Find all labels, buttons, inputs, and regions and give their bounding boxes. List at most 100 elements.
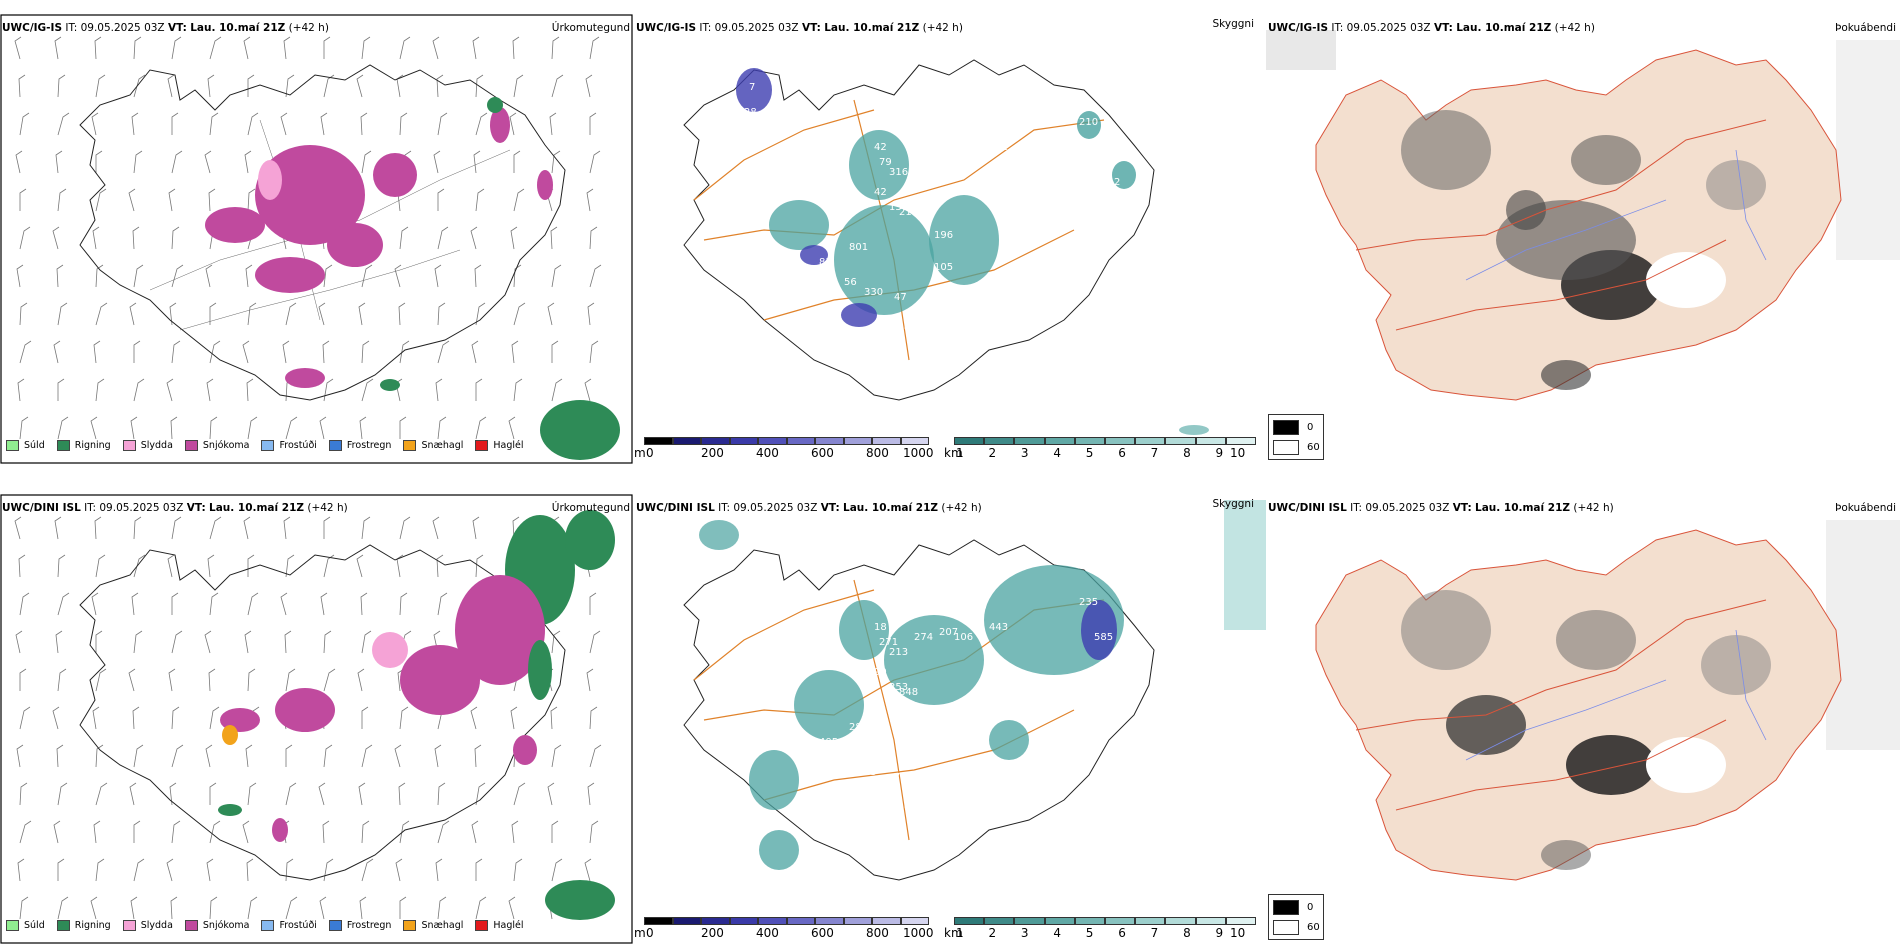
wind-barb bbox=[171, 264, 184, 288]
wind-barb bbox=[242, 820, 250, 844]
wind-barb bbox=[323, 630, 332, 654]
wind-barb bbox=[551, 264, 562, 288]
it-value: 09.05.2025 03Z bbox=[80, 22, 165, 34]
lead-time: (+42 h) bbox=[941, 502, 982, 514]
wind-barb bbox=[361, 706, 369, 729]
visibility-areas bbox=[736, 68, 1209, 435]
colorbar-tick: 1000 bbox=[903, 926, 934, 940]
visibility-value: 288 bbox=[1094, 152, 1113, 163]
wind-barb bbox=[57, 112, 70, 136]
wind-barb bbox=[361, 516, 371, 540]
lead-time: (+42 h) bbox=[922, 22, 963, 34]
visibility-value: 208 bbox=[954, 152, 973, 163]
wind-barb bbox=[589, 820, 599, 844]
it-label: IT: bbox=[1331, 22, 1344, 34]
wind-barb bbox=[53, 820, 61, 844]
wind-barb bbox=[285, 858, 294, 882]
wind-barb bbox=[551, 150, 561, 174]
wind-barb bbox=[171, 516, 182, 540]
wind-barb bbox=[589, 264, 602, 288]
wind-barb bbox=[319, 896, 327, 920]
visibility-value: 47 bbox=[894, 292, 907, 303]
wind-barb bbox=[54, 516, 62, 540]
wind-barb bbox=[547, 782, 555, 806]
vt-value: Lau. 10.maí 21Z bbox=[190, 22, 286, 34]
colorbar-tick: 5 bbox=[1085, 926, 1094, 940]
colorbar-tick: 2 bbox=[988, 446, 997, 460]
visibility-value: 106 bbox=[954, 632, 973, 643]
wind-barb bbox=[166, 378, 174, 402]
wind-barb bbox=[19, 896, 29, 920]
visibility-value: 847 bbox=[934, 710, 953, 721]
model-name: UWC/DINI ISL bbox=[2, 502, 81, 514]
wind-barb bbox=[280, 592, 288, 616]
precip-legend-item: Frostregn bbox=[328, 440, 391, 451]
wind-barb bbox=[95, 554, 106, 578]
wind-barb bbox=[243, 36, 251, 60]
wind-barb bbox=[132, 706, 140, 730]
wind-barb bbox=[90, 416, 98, 440]
wind-barb bbox=[52, 226, 60, 250]
vt-value: Lau. 10.maí 21Z bbox=[843, 502, 939, 514]
visibility-value: 28 bbox=[744, 107, 757, 118]
wind-barb bbox=[57, 554, 66, 578]
vt-value: Lau. 10.maí 21Z bbox=[824, 22, 920, 34]
model-name: UWC/IG-IS bbox=[2, 22, 63, 34]
wind-barb bbox=[551, 820, 559, 843]
wind-barb bbox=[319, 416, 327, 440]
it-value: 09.05.2025 03Z bbox=[99, 502, 184, 514]
wind-barb bbox=[14, 36, 22, 60]
wind-barb bbox=[589, 150, 601, 174]
wind-barb bbox=[587, 782, 595, 806]
wind-barb bbox=[133, 516, 142, 540]
wind-barb bbox=[473, 150, 481, 174]
wind-barb bbox=[247, 74, 255, 97]
visibility-value: 105 bbox=[1014, 777, 1033, 788]
wind-barb bbox=[247, 302, 257, 326]
wind-barb bbox=[513, 150, 521, 173]
colorbar-segment bbox=[1014, 437, 1045, 445]
wind-barb bbox=[209, 706, 220, 730]
wind-barb bbox=[470, 226, 478, 250]
wind-barb bbox=[323, 264, 333, 288]
visibility-value: 158 bbox=[889, 202, 908, 213]
visibility-value: 58 bbox=[879, 822, 892, 833]
wind-barb bbox=[130, 416, 138, 440]
wind-barb bbox=[471, 820, 479, 844]
wind-barb bbox=[206, 378, 214, 402]
wind-barb bbox=[399, 36, 411, 60]
wind-barb bbox=[245, 744, 253, 768]
header-bottom-fog: UWC/DINI ISL IT: 09.05.2025 03Z VT: Lau.… bbox=[1268, 501, 1614, 515]
wind-barb bbox=[209, 340, 221, 364]
wind-barb bbox=[19, 112, 30, 136]
visibility-value: 90 bbox=[874, 667, 887, 678]
wind-barb bbox=[57, 74, 66, 98]
wind-barb bbox=[18, 74, 26, 98]
wind-barb bbox=[247, 592, 259, 616]
colorbar-segment bbox=[729, 437, 758, 445]
fog-swatch-60 bbox=[1273, 920, 1299, 935]
wind-barb bbox=[471, 340, 479, 364]
wind-barb bbox=[19, 302, 28, 326]
wind-barb bbox=[91, 592, 99, 616]
colorbar-segment bbox=[1014, 917, 1045, 925]
wind-barb bbox=[470, 706, 478, 730]
wind-barb bbox=[399, 416, 407, 439]
wind-barb bbox=[585, 74, 593, 98]
visibility-value: 274 bbox=[914, 632, 933, 643]
wind-barb bbox=[95, 150, 103, 173]
wind-barb bbox=[437, 226, 449, 250]
colorbar-tick: 800 bbox=[866, 926, 889, 940]
wind-barb bbox=[589, 630, 601, 654]
wind-barb bbox=[283, 36, 291, 60]
visibility-value: 443 bbox=[989, 622, 1008, 633]
precip-legend-label: Snjókoma bbox=[202, 920, 250, 931]
wind-barb bbox=[359, 416, 367, 440]
colorbar-tick: 9 bbox=[1215, 926, 1224, 940]
wind-barb bbox=[512, 516, 520, 540]
wind-barb bbox=[511, 820, 519, 844]
wind-barb bbox=[437, 112, 448, 136]
precip-legend-swatch bbox=[122, 920, 136, 931]
wind-barb bbox=[475, 896, 487, 920]
wind-barb bbox=[171, 36, 182, 60]
